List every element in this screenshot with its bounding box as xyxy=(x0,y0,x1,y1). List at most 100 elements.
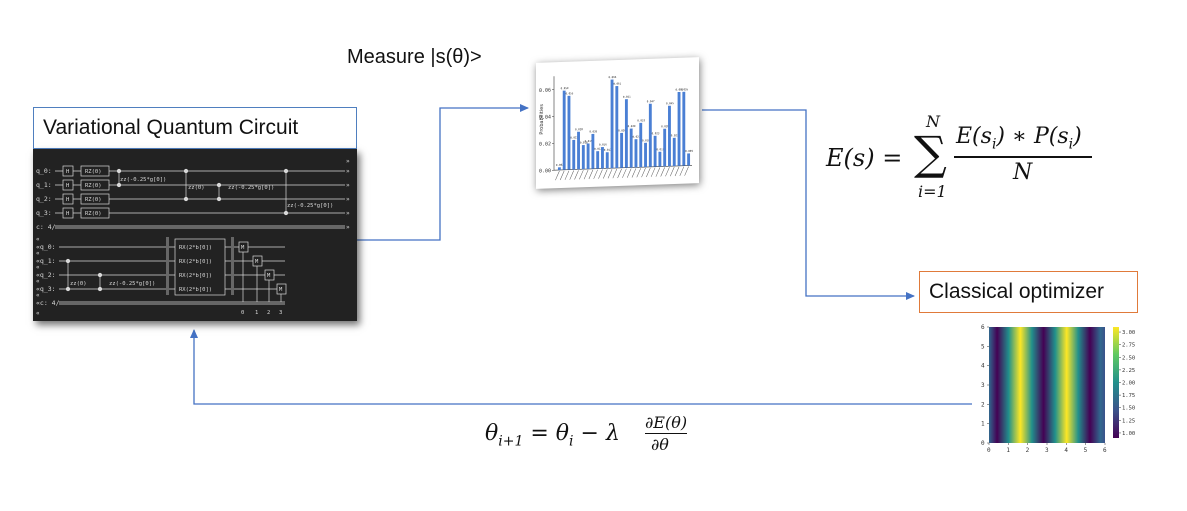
histogram-bar xyxy=(624,99,628,168)
histogram-xtick-mark xyxy=(626,168,632,178)
histogram-xtick-mark xyxy=(641,167,646,178)
circuit-label: q_3: xyxy=(36,209,52,217)
histogram-ytick-label: 0.00 xyxy=(539,168,551,174)
histogram-bar xyxy=(648,103,652,167)
histogram-data-label: 0.011 xyxy=(656,147,664,151)
zz-gate: zz(0) xyxy=(188,185,205,191)
histogram-data-label: 0.021 xyxy=(671,133,679,137)
heatmap-xtick-label: 0 xyxy=(987,447,991,454)
measure-gate: M xyxy=(279,287,283,293)
heatmap-field xyxy=(989,327,1105,443)
histogram-data-label: 0.029 xyxy=(628,124,636,128)
heatmap-ytick-label: 3 xyxy=(981,382,985,389)
histogram-xtick-mark xyxy=(617,168,622,179)
update-frac-num: ∂E(θ) xyxy=(645,413,688,432)
h-gate: H xyxy=(66,197,69,203)
svg-text:»: » xyxy=(346,158,350,165)
rx-gate: RX(2*b[0]) xyxy=(179,259,212,265)
energy-formula: E(s) = N ∑ i=1 E(si) ∗ P(si) N xyxy=(826,112,1096,204)
histogram-data-label: 0.012 xyxy=(604,148,612,152)
probability-histogram: Probabilities 0.00 0.02 0.04 0.06 0.002 0.05… xyxy=(536,57,699,189)
histogram-xtick-mark xyxy=(564,170,570,180)
cost-landscape-heatmap: 0 1 2 3 4 5 6 0 1 2 3 4 5 6 1.00 1.25 1.50 1.75 2.00 2.25… xyxy=(975,322,1141,454)
histogram-data-label: 0.055 xyxy=(565,91,573,95)
histogram-ylabel: Probabilities xyxy=(539,104,545,135)
histogram-xtick-mark xyxy=(603,169,608,179)
histogram-xtick-mark xyxy=(598,169,603,179)
arrow-measure-to-optimizer xyxy=(702,109,915,300)
heatmap-ytick-label: 6 xyxy=(981,324,985,331)
svg-text:»: » xyxy=(346,224,350,231)
histogram-ytick-label: 0.06 xyxy=(539,88,551,94)
svg-text:«: « xyxy=(36,310,40,317)
histogram-data-label: 0.022 xyxy=(570,135,578,139)
vqc-label-box: Variational Quantum Circuit xyxy=(33,107,357,149)
zz-gate: zz(0) xyxy=(70,281,87,287)
histogram-data-label: 0.009 xyxy=(685,149,693,153)
svg-text:«: « xyxy=(36,250,40,257)
histogram-bar xyxy=(620,132,624,168)
histogram-bar xyxy=(601,146,604,169)
histogram-bar xyxy=(567,95,571,170)
rz-gate: RZ(0) xyxy=(85,197,102,203)
histogram-data-label: 0.016 xyxy=(599,142,607,146)
svg-text:«: « xyxy=(36,264,40,271)
svg-text:«: « xyxy=(36,278,40,285)
histogram-ytick-label: 0.04 xyxy=(539,114,551,120)
histogram-bar xyxy=(591,133,595,169)
histogram-xtick-mark xyxy=(607,169,613,179)
histogram-xtick-mark xyxy=(660,167,665,177)
histogram-bar xyxy=(634,139,638,168)
histogram-xtick-mark xyxy=(559,170,565,181)
rz-gate: RZ(0) xyxy=(85,169,102,175)
measure-index: 3 xyxy=(279,310,282,316)
measure-label: Measure |s(θ)> xyxy=(347,46,482,68)
histogram-bar xyxy=(682,91,686,166)
histogram-data-label: 0.061 xyxy=(613,81,621,85)
circuit-label: q_2: xyxy=(36,195,52,203)
heatmap-ytick-label: 4 xyxy=(981,363,985,370)
histogram-bar xyxy=(557,167,561,171)
heatmap-xtick-label: 3 xyxy=(1045,447,1049,454)
svg-text:»: » xyxy=(346,210,350,217)
arrow-circuit-to-measure xyxy=(357,104,529,241)
arrow-optimizer-to-circuit xyxy=(190,329,972,405)
circuit-label: «q_1: xyxy=(36,257,56,265)
histogram-ytick-label: 0.02 xyxy=(539,141,551,147)
circuit-label: q_1: xyxy=(36,181,52,189)
histogram-bar xyxy=(653,135,657,167)
measure-gate: M xyxy=(267,273,271,279)
histogram-xtick-mark xyxy=(650,167,656,177)
colorbar-tick-label: 1.00 xyxy=(1122,431,1135,437)
sum-upper: N xyxy=(926,112,940,131)
optimizer-label: Classical optimizer xyxy=(929,280,1105,303)
histogram-xtick-mark xyxy=(679,166,685,176)
histogram-xtick-mark xyxy=(655,167,661,177)
histogram-data-label: 0.026 xyxy=(618,128,626,132)
histogram-data-label: 0.028 xyxy=(661,124,669,128)
colorbar-tick-label: 2.25 xyxy=(1122,368,1135,374)
histogram-data-label: 0.028 xyxy=(575,127,583,131)
histogram-bar xyxy=(572,139,576,170)
histogram-bar xyxy=(663,128,667,167)
update-frac-bar xyxy=(645,433,687,435)
histogram-bar xyxy=(596,151,600,169)
sum-lower: i=1 xyxy=(918,182,947,201)
histogram-xtick-mark xyxy=(569,170,574,180)
rz-gate: RZ(0) xyxy=(85,211,102,217)
histogram-xtick-mark xyxy=(670,166,675,177)
histogram-xtick-mark xyxy=(674,166,680,177)
h-gate: H xyxy=(66,169,69,175)
svg-text:»: » xyxy=(346,182,350,189)
histogram-data-label: 0.045 xyxy=(666,101,674,105)
histogram-data-label: 0.047 xyxy=(647,99,655,103)
heatmap-xtick-label: 4 xyxy=(1064,447,1068,454)
zz-gate: zz(-0.25*g[0]) xyxy=(228,185,274,191)
histogram-data-label: 0.055 xyxy=(680,87,688,91)
measure-index: 0 xyxy=(241,310,244,316)
histogram-bar xyxy=(639,122,643,168)
colorbar-tick-label: 2.50 xyxy=(1122,355,1135,361)
histogram-bar xyxy=(672,137,676,167)
histogram-bar xyxy=(615,86,619,169)
histogram-bar xyxy=(644,142,647,168)
